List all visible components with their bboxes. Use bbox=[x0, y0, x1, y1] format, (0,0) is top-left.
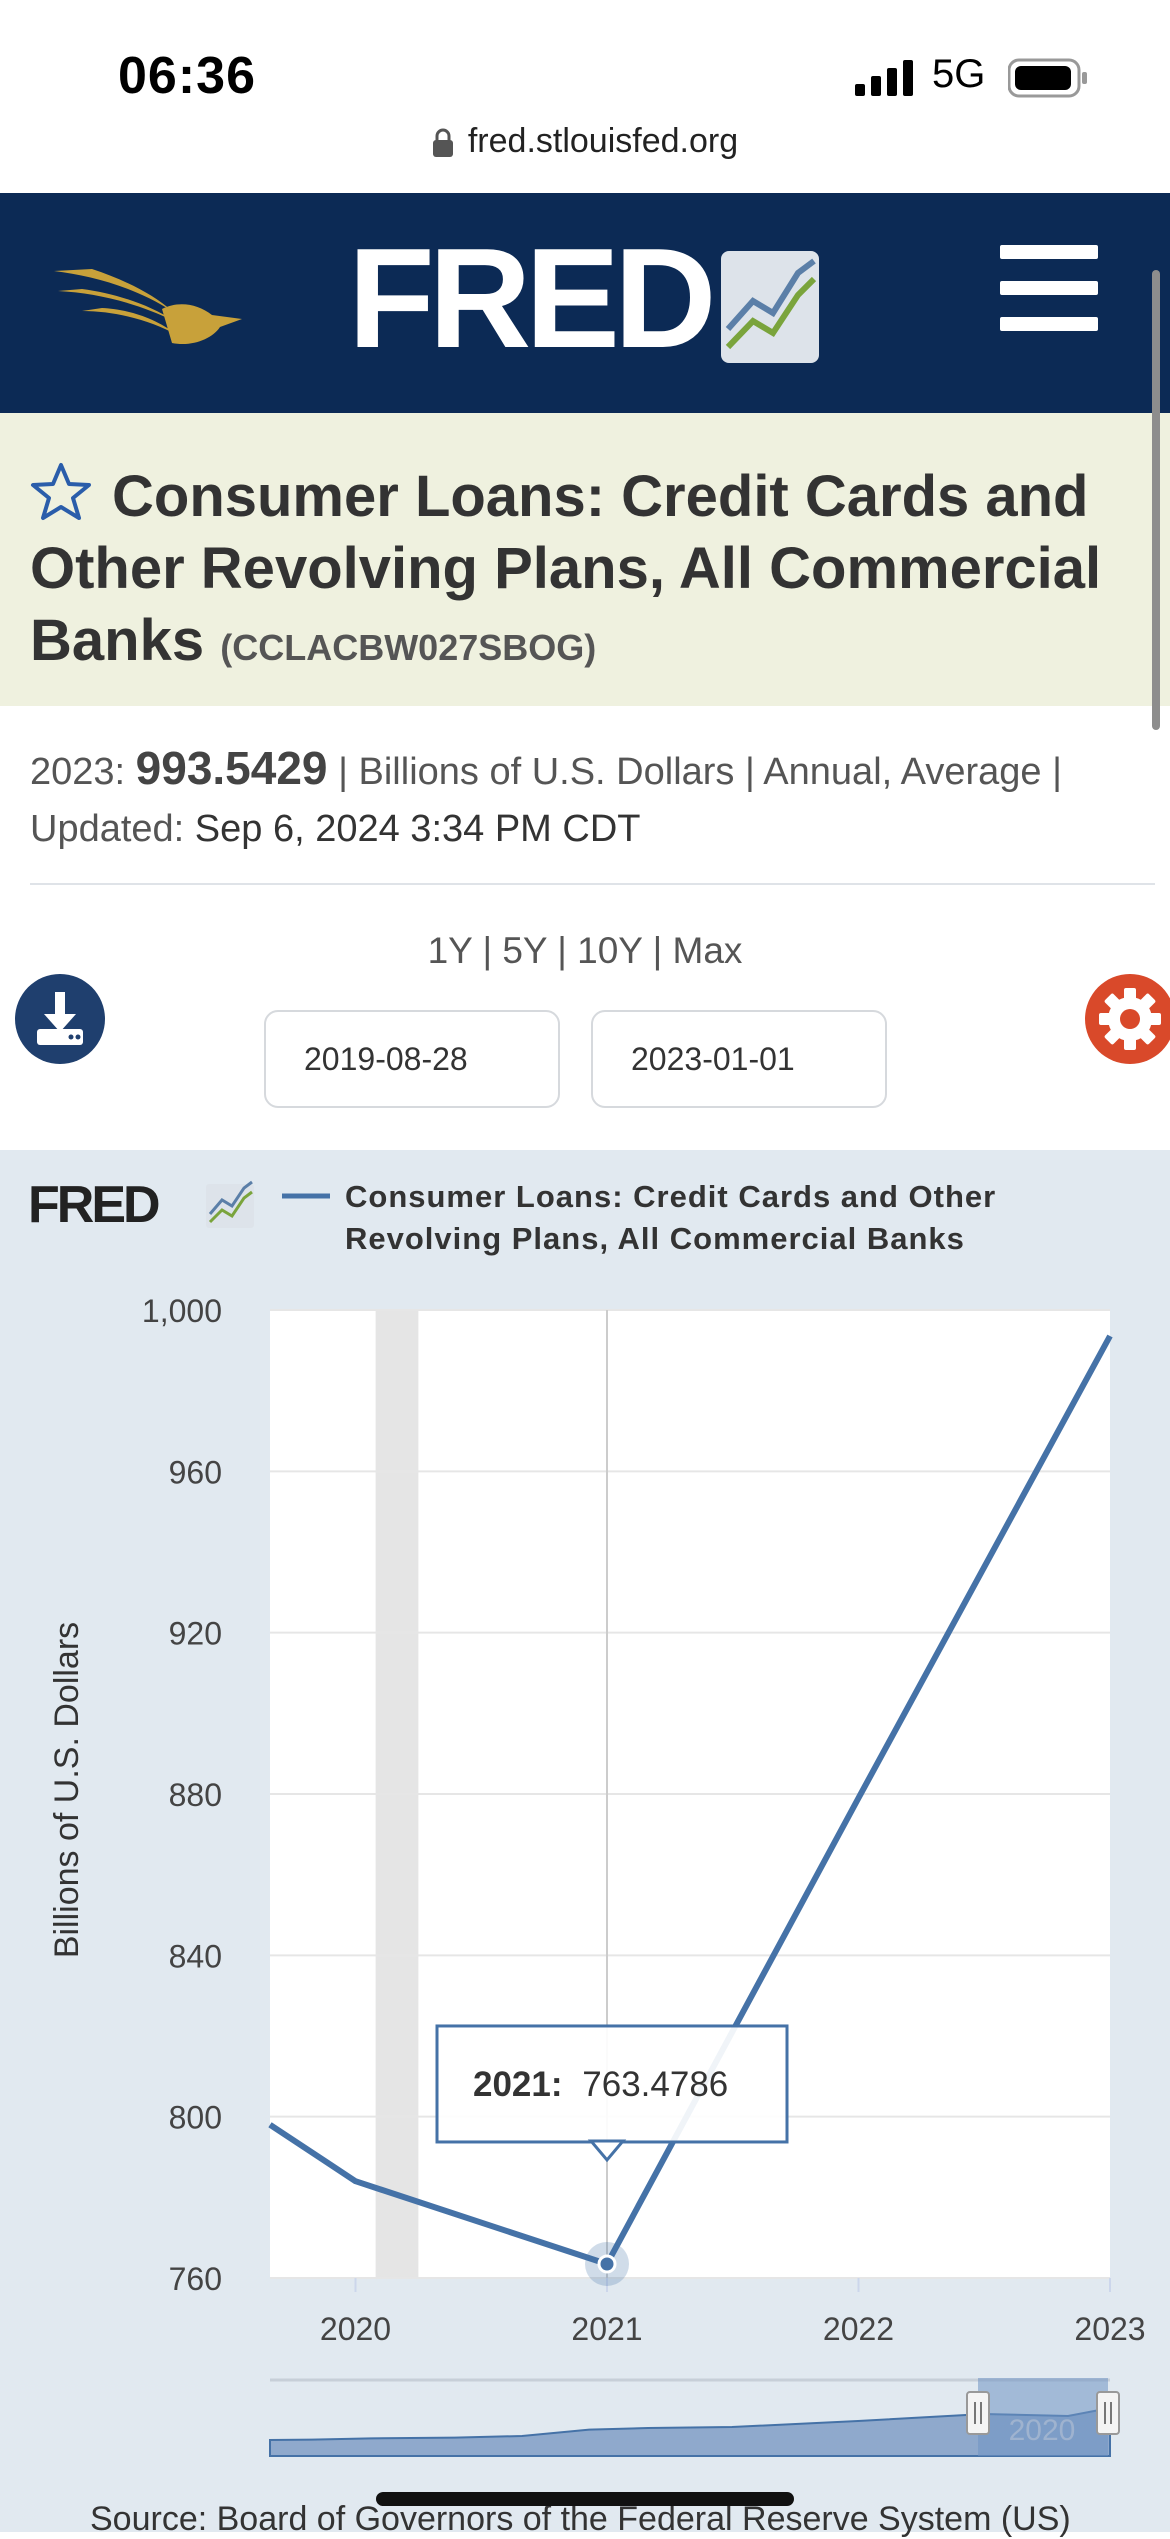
menu-line bbox=[1000, 317, 1098, 331]
y-tick-label: 840 bbox=[169, 1938, 222, 1974]
range-separator: | bbox=[557, 930, 567, 971]
updated-date: Sep 6, 2024 3:34 PM CDT bbox=[194, 808, 641, 850]
site-header: FRED bbox=[0, 193, 1170, 413]
end-date-input[interactable]: 2023-01-01 bbox=[591, 1010, 887, 1108]
star-icon[interactable] bbox=[30, 462, 92, 522]
range-max[interactable]: Max bbox=[672, 930, 743, 971]
status-bar: 06:36 5G fred.stlouisfed.org bbox=[0, 0, 1170, 160]
tooltip-value: 763.4786 bbox=[582, 2065, 728, 2104]
menu-button[interactable] bbox=[1000, 245, 1098, 345]
url-text: fred.stlouisfed.org bbox=[467, 122, 739, 160]
series-title-band: Consumer Loans: Credit Cards and Other R… bbox=[0, 413, 1170, 706]
series-title-text: Consumer Loans: Credit Cards and Other R… bbox=[30, 464, 1102, 673]
x-axis-ticks: 2020 2021 2022 2023 bbox=[320, 2278, 1146, 2347]
series-code: (CCLACBW027SBOG) bbox=[220, 627, 597, 668]
tooltip-text: 2021: 763.4786 bbox=[473, 2065, 728, 2104]
menu-line bbox=[1000, 245, 1098, 259]
latest-value: 993.5429 bbox=[135, 742, 328, 794]
address-bar[interactable]: fred.stlouisfed.org bbox=[0, 122, 1170, 161]
eagle-logo-icon[interactable] bbox=[52, 231, 242, 351]
settings-button[interactable] bbox=[1085, 974, 1170, 1064]
legend-label[interactable]: Consumer Loans: Credit Cards and Other R… bbox=[345, 1179, 997, 1256]
series-points bbox=[585, 2241, 630, 2286]
data-point bbox=[597, 2254, 617, 2274]
y-tick-label: 960 bbox=[169, 1454, 222, 1490]
gridlines bbox=[270, 1309, 1110, 2279]
download-button[interactable] bbox=[15, 974, 105, 1064]
start-date-input[interactable]: 2019-08-28 bbox=[264, 1010, 560, 1108]
divider bbox=[30, 883, 1155, 885]
x-tick-label: 2020 bbox=[320, 2311, 391, 2347]
series-meta: 2023: 993.5429 | Billions of U.S. Dollar… bbox=[30, 740, 1140, 858]
scrollbar[interactable] bbox=[1152, 270, 1160, 730]
range-5y[interactable]: 5Y bbox=[502, 930, 547, 971]
x-tick-label: 2023 bbox=[1074, 2311, 1145, 2347]
x-tick-label: 2022 bbox=[823, 2311, 894, 2347]
signal-icon bbox=[855, 60, 913, 96]
navigator-handle-left[interactable] bbox=[966, 2391, 990, 2435]
y-tick-label: 760 bbox=[169, 2261, 222, 2297]
y-tick-label: 1,000 bbox=[142, 1293, 222, 1329]
units-frequency: | Billions of U.S. Dollars | Annual, bbox=[338, 751, 893, 793]
network-type: 5G bbox=[932, 52, 986, 96]
menu-line bbox=[1000, 281, 1098, 295]
range-separator: | bbox=[482, 930, 493, 971]
y-tick-label: 800 bbox=[169, 2100, 222, 2136]
navigator-selection bbox=[978, 2378, 1108, 2456]
x-tick-label: 2021 bbox=[571, 2311, 642, 2347]
status-time: 06:36 bbox=[118, 47, 256, 105]
range-selector: 1Y | 5Y | 10Y | Max bbox=[0, 930, 1170, 972]
home-indicator[interactable] bbox=[376, 2492, 794, 2506]
latest-label: 2023: bbox=[30, 751, 126, 793]
y-axis-label: Billions of U.S. Dollars bbox=[48, 1622, 86, 1958]
navigator-label: 2020 bbox=[1009, 2414, 1076, 2447]
y-tick-label: 880 bbox=[169, 1777, 222, 1813]
y-tick-label: 920 bbox=[169, 1616, 222, 1652]
battery-icon bbox=[1008, 58, 1087, 98]
updated-label: | Updated: bbox=[30, 751, 1062, 850]
navigator-handle-right[interactable] bbox=[1096, 2391, 1120, 2435]
fred-logo[interactable]: FRED bbox=[348, 229, 828, 369]
gear-icon bbox=[1099, 988, 1161, 1050]
lock-icon bbox=[432, 128, 453, 158]
tooltip-label: 2021: bbox=[473, 2065, 563, 2104]
range-separator: | bbox=[652, 930, 663, 971]
range-1y[interactable]: 1Y bbox=[427, 930, 473, 971]
chart-fred-logo: FRED bbox=[28, 1176, 254, 1234]
y-axis-ticks: 760 800 840 880 920 960 1,000 bbox=[142, 1293, 222, 2297]
tooltip: 2021: 763.4786 bbox=[435, 2024, 789, 2163]
chart-fred-logo-text: FRED bbox=[28, 1176, 159, 1234]
aggregation: Average bbox=[900, 751, 1042, 793]
download-icon bbox=[37, 992, 83, 1045]
series-title: Consumer Loans: Credit Cards and Other R… bbox=[30, 461, 1150, 684]
range-10y[interactable]: 10Y bbox=[577, 930, 643, 971]
chart-panel: FRED 760 800 840 880 920 960 1,000 2020 2021 202… bbox=[0, 1150, 1170, 2538]
range-navigator[interactable]: 2020 bbox=[269, 2378, 1120, 2457]
fred-logo-text: FRED bbox=[348, 229, 711, 369]
